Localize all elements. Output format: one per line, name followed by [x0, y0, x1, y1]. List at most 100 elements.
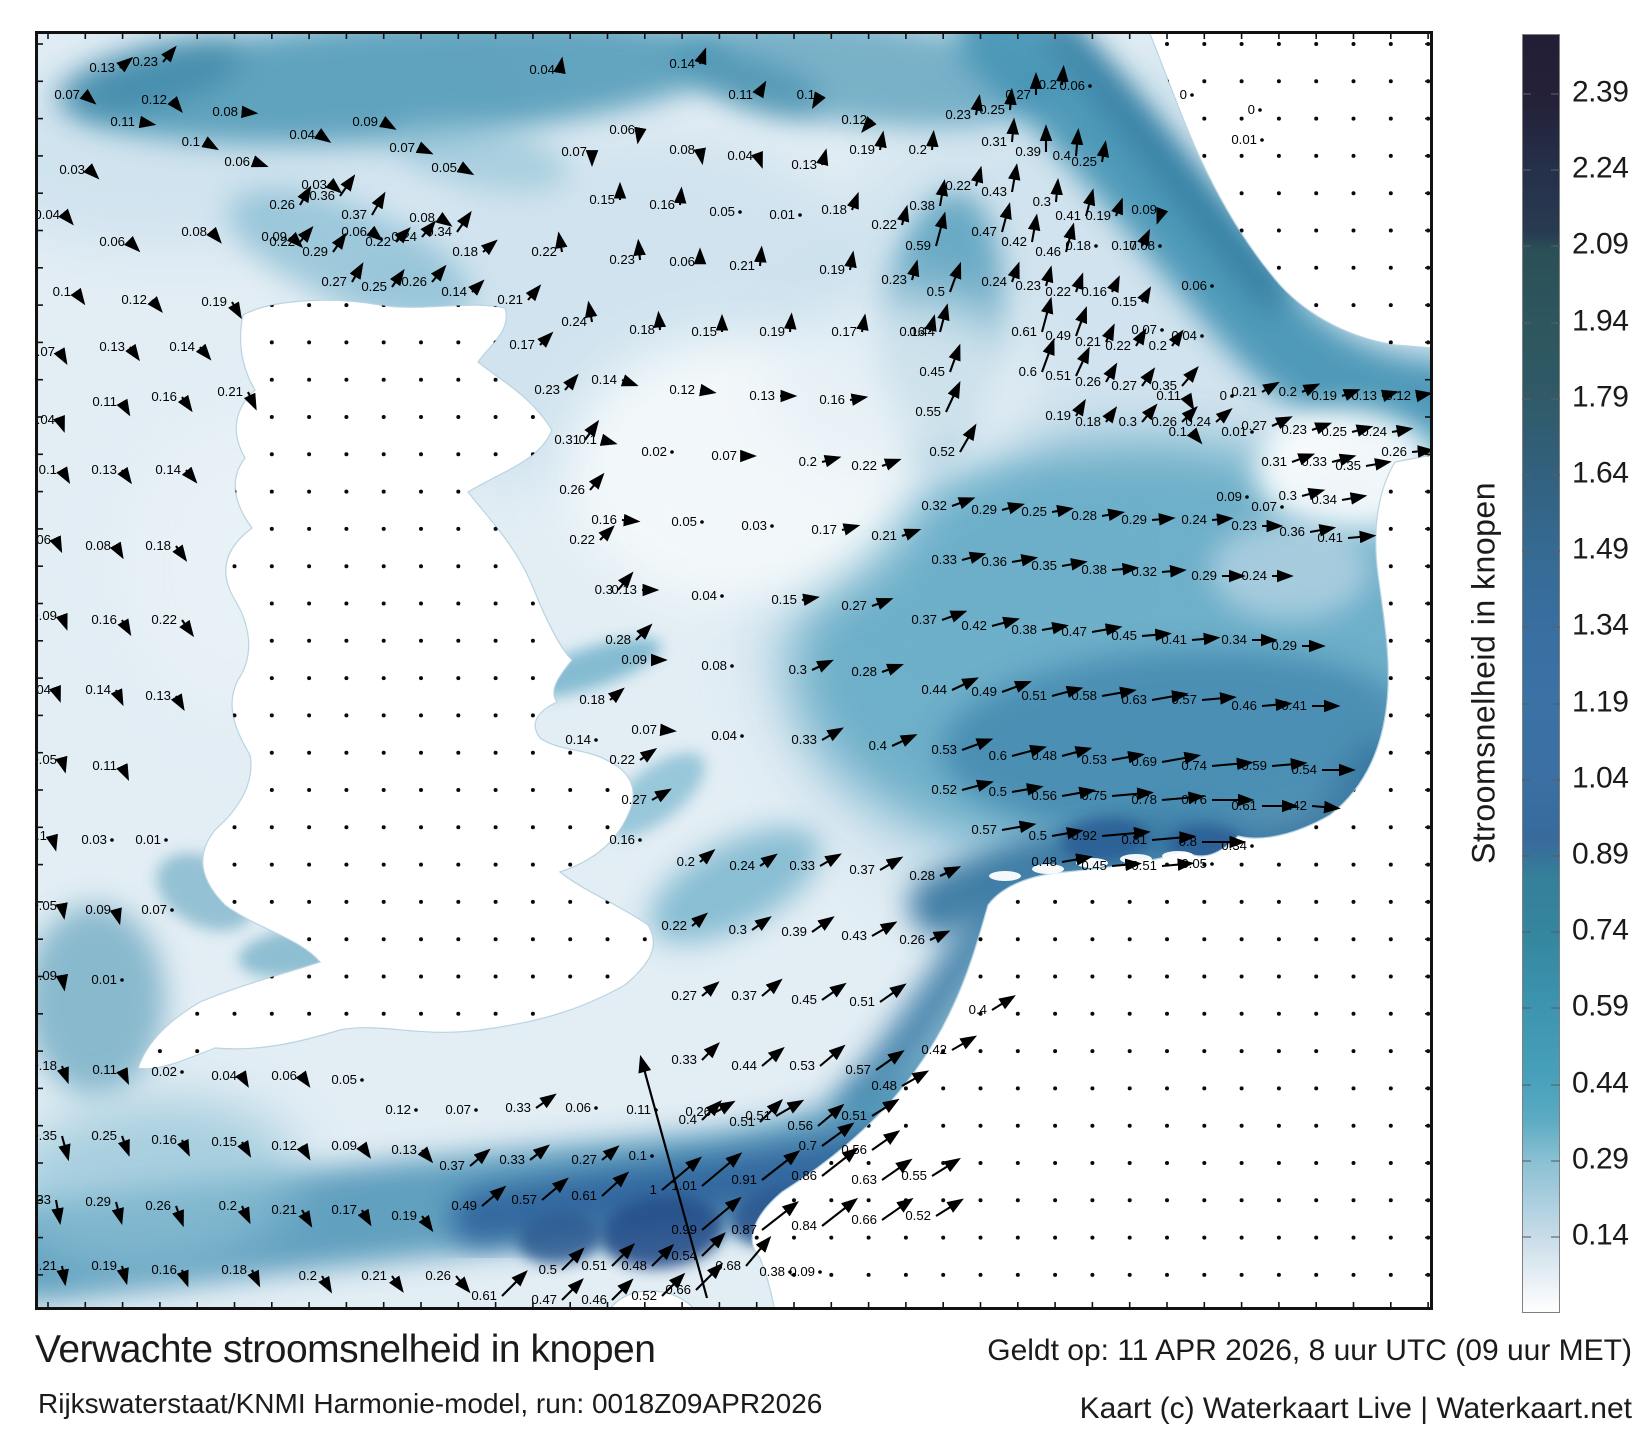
current-arrow	[1137, 228, 1151, 247]
current-speed-value: 0.09	[35, 608, 57, 623]
current-speed-value: 0.14	[85, 682, 111, 697]
current-speed-value: 0.51	[745, 1108, 771, 1123]
current-speed-value: 0.14	[441, 284, 467, 299]
current-speed-value: 0.26	[269, 197, 295, 212]
current-speed-value: 0.2	[299, 1268, 317, 1283]
current-speed-value: 0.3	[789, 662, 807, 677]
current-speed-value: 0.52	[929, 444, 955, 459]
current-speed-value: 0.21	[271, 1202, 297, 1217]
current-arrow	[879, 983, 907, 1003]
current-arrow	[935, 179, 949, 207]
current-arrow	[1271, 758, 1308, 771]
colorbar-tick-mark	[1551, 245, 1560, 248]
current-arrow	[356, 1141, 372, 1159]
current-speed-value: 0	[1248, 102, 1255, 117]
current-speed-value: 0.45	[919, 364, 945, 379]
current-speed-value: 0.35	[1031, 558, 1057, 573]
current-speed-value: 0.63	[851, 1172, 877, 1187]
current-arrow	[1161, 751, 1202, 765]
current-speed-value: 0.69	[1131, 754, 1157, 769]
current-speed-value: 0.08	[409, 210, 435, 225]
current-arrow	[1056, 64, 1069, 86]
current-arrow	[1351, 424, 1374, 437]
current-speed-value: 0.22	[531, 244, 557, 259]
current-speed-value: 0.13	[89, 60, 115, 75]
current-arrow	[371, 191, 386, 216]
current-arrow	[1111, 858, 1143, 872]
current-speed-value: 0.21	[729, 258, 755, 273]
current-arrow	[635, 623, 653, 641]
current-arrow	[701, 1152, 743, 1187]
current-speed-value: 0.14	[591, 372, 617, 387]
current-arrow	[951, 497, 976, 510]
current-arrow	[110, 688, 124, 707]
colorbar-tick-label: 1.34	[1572, 608, 1629, 642]
current-arrow	[117, 466, 132, 485]
current-speed-value: 0.22	[269, 234, 295, 249]
current-speed-value: 0.15	[589, 192, 615, 207]
current-arrow	[896, 204, 910, 226]
current-arrow	[861, 116, 877, 133]
current-arrow	[318, 1275, 333, 1294]
current-speed-value: 0.09	[1131, 202, 1157, 217]
current-speed-value: 0.05	[671, 514, 697, 529]
current-speed-value: 0.12	[121, 292, 147, 307]
current-speed-value: 0.74	[1181, 758, 1207, 773]
current-speed-value: 0.06	[565, 1100, 591, 1115]
current-speed-value: 0.21	[361, 1268, 387, 1283]
current-speed-value: 0.61	[1011, 324, 1037, 339]
current-arrow	[701, 1100, 722, 1121]
current-speed-value: 0.29	[1271, 638, 1297, 653]
current-speed-value: 0.47	[971, 224, 997, 239]
model-run-subtitle: Rijkswaterstaat/KNMI Harmonie-model, run…	[38, 1388, 823, 1419]
current-speed-value: 0.29	[1121, 512, 1147, 527]
current-speed-value: 0.08	[181, 224, 207, 239]
current-speed-value: 0.37	[731, 988, 757, 1003]
current-speed-value: 0.7	[799, 1138, 817, 1153]
current-speed-value: 0.37	[849, 862, 875, 877]
current-arrow	[1061, 746, 1093, 759]
current-speed-value: 0.02	[151, 1064, 177, 1079]
colorbar-tick-mark	[1522, 931, 1531, 934]
current-speed-value: 0.06	[341, 224, 367, 239]
current-arrow	[555, 231, 568, 253]
current-arrow	[201, 136, 219, 151]
current-speed-value: 0.19	[1085, 208, 1111, 223]
current-speed-value: 0.05	[431, 160, 457, 175]
current-arrow	[761, 1046, 785, 1067]
current-speed-value: 0.09	[789, 1264, 815, 1279]
colorbar-tick-label: 0.29	[1572, 1142, 1629, 1176]
current-arrow	[1140, 367, 1156, 387]
current-speed-map: 0.13 0.23 0.07 0.12 0.11 0.08 0.03 0.1 0.06 0.04 0…	[35, 31, 1433, 1310]
current-speed-value: 0.22	[151, 612, 177, 627]
colorbar-tick-mark	[1522, 245, 1531, 248]
current-speed-value: 0.8	[1179, 834, 1197, 849]
current-speed-value: 0.33	[671, 1052, 697, 1067]
current-speed-value: 0.09	[1216, 489, 1242, 504]
current-arrow	[468, 279, 485, 296]
current-arrow	[1180, 392, 1195, 411]
current-arrow	[1096, 140, 1110, 163]
current-arrow	[821, 1197, 859, 1227]
current-arrow	[172, 1205, 184, 1228]
current-speed-value: 0.08	[669, 142, 695, 157]
current-speed-value: 0.4	[969, 1002, 987, 1017]
colorbar-tick-mark	[1551, 778, 1560, 781]
current-speed-value: 0.01	[769, 207, 795, 222]
current-speed-value: 0.09	[621, 652, 647, 667]
current-arrow	[501, 1270, 528, 1297]
current-arrow	[55, 902, 68, 920]
current-arrow	[961, 779, 994, 792]
current-speed-value: 0.13	[145, 688, 171, 703]
current-speed-value: 0.19	[819, 262, 845, 277]
current-field-region	[870, 470, 1130, 660]
current-arrow	[1291, 453, 1316, 466]
current-speed-value: 0.15	[691, 324, 717, 339]
current-speed-value: 0.27	[1241, 418, 1267, 433]
current-arrow	[1006, 117, 1019, 143]
current-arrow	[801, 593, 820, 606]
current-arrow	[991, 616, 1020, 629]
current-field-region	[35, 905, 165, 1095]
current-speed-value: 0.09	[352, 114, 378, 129]
current-speed-value: 0.54	[671, 1248, 697, 1263]
